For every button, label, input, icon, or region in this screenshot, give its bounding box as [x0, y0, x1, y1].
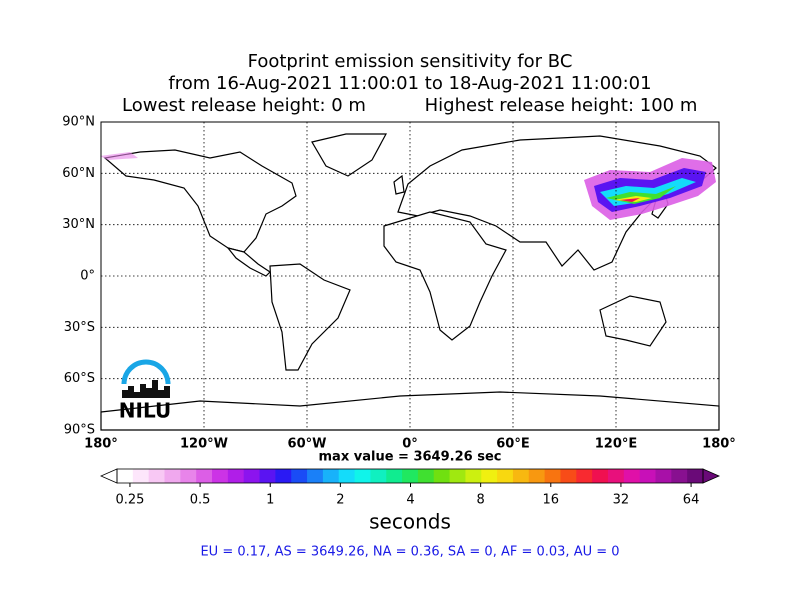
logo-text: NILU: [119, 399, 171, 423]
colorbar-segment: [117, 469, 134, 483]
uk: [393, 174, 405, 195]
x-tick-label: 120°W: [180, 437, 228, 452]
colorbar-segment: [623, 469, 641, 483]
colorbar-segment: [576, 469, 593, 483]
colorbar-frame: [116, 468, 704, 484]
y-tick-label: 30°S: [64, 320, 95, 335]
colorbar-segment: [433, 469, 451, 483]
subtitle: Highest release height: 100 m: [425, 95, 698, 116]
y-tick-label: 0°: [80, 269, 95, 284]
colorbar-segment: [227, 469, 245, 483]
x-tick-label: 180°: [702, 437, 736, 452]
map: NILU: [100, 121, 720, 431]
colorbar-segment: [528, 469, 546, 483]
colorbar-segment: [212, 469, 229, 483]
south-america: [269, 263, 351, 371]
colorbar-segment: [544, 469, 561, 483]
colorbar-segment: [243, 469, 261, 483]
x-tick-label: 60°E: [496, 437, 529, 452]
colorbar-segment: [687, 469, 704, 483]
colorbar-segment: [338, 469, 356, 483]
title-line: Footprint emission sensitivity for BC: [248, 51, 573, 72]
colorbar-tick-label: 0.5: [190, 493, 211, 508]
colorbar-tick-label: 2: [336, 493, 344, 508]
subtitle: Lowest release height: 0 m: [122, 95, 366, 116]
y-tick-label: 60°S: [64, 371, 95, 386]
colorbar-tick-label: 0.25: [115, 493, 144, 508]
plume-layer: [620, 198, 640, 202]
colorbar: 0.25 0.5 1 2 4 8 16 32 64: [100, 468, 720, 508]
x-tick-label: 180°: [84, 437, 118, 452]
colorbar-tick-label: 8: [477, 493, 485, 508]
logo: NILU: [119, 359, 171, 423]
colorbar-segment: [402, 469, 419, 483]
colorbar-segment: [671, 469, 688, 483]
map-frame: [100, 121, 720, 431]
colorbar-segment: [386, 469, 403, 483]
x-tick-label: 0°: [402, 437, 418, 452]
colorbar-segment: [655, 469, 672, 483]
y-tick-label: 60°N: [62, 166, 95, 181]
colorbar-segment: [180, 469, 197, 483]
colorbar-tick-label: 64: [683, 493, 700, 508]
y-tick-label: 30°N: [62, 217, 95, 232]
y-tick-label: 90°N: [62, 115, 95, 130]
colorbar-tick-label: 1: [266, 493, 274, 508]
colorbar-segment: [291, 469, 308, 483]
colorbar-segment: [196, 469, 213, 483]
colorbar-segment: [607, 469, 625, 483]
colorbar-segment: [449, 469, 466, 483]
colorbar-tick-label: 32: [613, 493, 630, 508]
eurasia: [397, 135, 717, 271]
plume-layer: [100, 152, 138, 160]
region-summary: EU = 0.17, AS = 3649.26, NA = 0.36, SA =…: [200, 545, 619, 560]
colorbar-segment: [465, 469, 482, 483]
colorbar-segment: [639, 469, 656, 483]
colorbar-label: seconds: [369, 510, 451, 534]
colorbar-segment: [148, 469, 166, 483]
x-tick-label: 60°W: [288, 437, 327, 452]
colorbar-segment: [370, 469, 387, 483]
colorbar-tick-label: 4: [406, 493, 414, 508]
max-value: max value = 3649.26 sec: [319, 450, 502, 465]
colorbar-tick-label: 16: [543, 493, 560, 508]
logo-skyline: [122, 380, 170, 398]
colorbar-segment: [275, 469, 292, 483]
colorbar-segment: [322, 469, 340, 483]
colorbar-extend-low: [100, 468, 118, 484]
colorbar-segment: [417, 469, 435, 483]
y-tick-label: 90°S: [64, 423, 95, 438]
title-line: from 16-Aug-2021 11:00:01 to 18-Aug-2021…: [168, 73, 651, 94]
colorbar-segment: [354, 469, 371, 483]
colorbar-segment: [164, 469, 181, 483]
australia: [599, 295, 667, 347]
logo-arc: [121, 359, 171, 385]
colorbar-segment: [592, 469, 609, 483]
colorbar-segment: [512, 469, 530, 483]
greenland: [311, 133, 388, 177]
central-america: [226, 246, 271, 277]
x-tick-label: 120°E: [595, 437, 638, 452]
colorbar-segment: [497, 469, 514, 483]
colorbar-extend-high: [702, 468, 720, 484]
colorbar-segment: [560, 469, 577, 483]
coastlines: [100, 133, 720, 431]
colorbar-segment: [259, 469, 276, 483]
colorbar-segment: [132, 469, 150, 483]
colorbar-segment: [307, 469, 324, 483]
colorbar-segment: [481, 469, 498, 483]
north-america: [103, 149, 297, 253]
